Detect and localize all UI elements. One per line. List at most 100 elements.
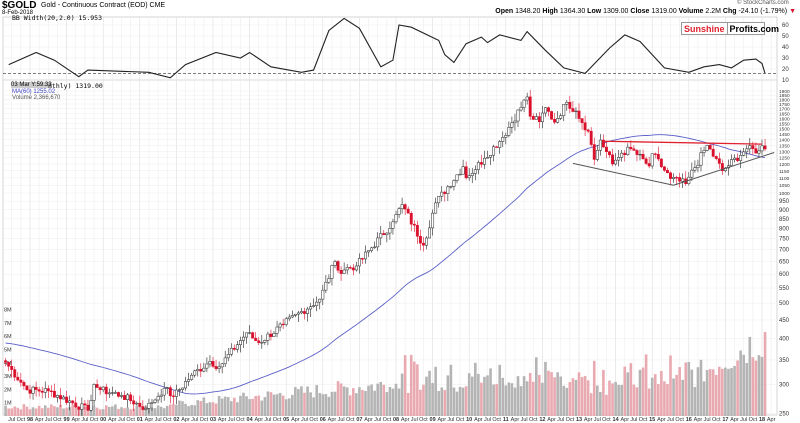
price-tick-label: 1350 bbox=[779, 143, 790, 149]
candle-body bbox=[745, 148, 749, 153]
x-tick-label: Oct bbox=[90, 417, 99, 423]
volume-bar bbox=[187, 406, 190, 416]
candle-body bbox=[153, 399, 157, 403]
candle-body bbox=[650, 153, 654, 167]
volume-bar bbox=[434, 366, 437, 416]
candle-body bbox=[43, 388, 47, 393]
candle-body bbox=[641, 153, 645, 160]
bb-tick-label: 40 bbox=[782, 45, 789, 51]
candle-body bbox=[437, 195, 441, 204]
x-tick-label: Apr bbox=[291, 417, 300, 423]
candle-body bbox=[391, 221, 395, 229]
candle-body bbox=[626, 146, 630, 156]
candle-body bbox=[327, 278, 331, 283]
candle-body bbox=[269, 333, 273, 337]
candle-body bbox=[672, 177, 675, 179]
candle-body bbox=[217, 366, 221, 369]
volume-bar bbox=[660, 371, 663, 416]
volume-bar bbox=[306, 386, 309, 416]
candle-body bbox=[196, 369, 200, 372]
candle-body bbox=[364, 251, 367, 260]
volume-bar bbox=[422, 384, 425, 416]
candle-body bbox=[266, 333, 270, 341]
x-tick-label: Oct bbox=[529, 417, 538, 423]
candle-body bbox=[77, 406, 81, 410]
candle-body bbox=[388, 228, 392, 234]
candle-body bbox=[71, 400, 75, 404]
candle-body bbox=[242, 336, 245, 341]
candle-body bbox=[583, 122, 587, 131]
volume-bar bbox=[98, 409, 102, 416]
candle-body bbox=[537, 116, 541, 123]
x-tick-label: Apr bbox=[35, 417, 44, 423]
candle-body bbox=[74, 402, 78, 408]
candle-body bbox=[632, 148, 636, 151]
x-tick-label: Oct bbox=[17, 417, 26, 423]
volume-bar bbox=[318, 393, 322, 416]
candle-body bbox=[699, 152, 703, 166]
sunshine-profits-logo: Sunshine Profits.com bbox=[681, 22, 779, 35]
volume-bar bbox=[361, 390, 364, 416]
candle-body bbox=[300, 311, 303, 314]
candle-body bbox=[422, 242, 425, 246]
candle-body bbox=[223, 357, 227, 365]
candle-body bbox=[28, 389, 32, 394]
x-tick-label: Jul bbox=[264, 417, 271, 423]
price-panel-frame bbox=[2, 79, 778, 416]
candle-body bbox=[281, 323, 285, 326]
x-tick-label: Apr bbox=[511, 417, 520, 423]
candle-body bbox=[418, 236, 422, 244]
volume-bar bbox=[708, 369, 712, 416]
volume-bar bbox=[101, 409, 105, 416]
candle-body bbox=[339, 270, 343, 274]
volume-bar bbox=[138, 404, 142, 416]
volume-bar bbox=[672, 378, 675, 416]
candle-body bbox=[324, 281, 328, 291]
candle-body bbox=[504, 135, 508, 138]
candle-body bbox=[92, 384, 96, 401]
candle-body bbox=[321, 289, 325, 300]
volume-bar bbox=[43, 405, 47, 416]
volume-bar bbox=[226, 397, 230, 416]
x-tick-label: Oct bbox=[456, 417, 465, 423]
candle-body bbox=[245, 332, 249, 338]
candle-body bbox=[296, 312, 300, 315]
volume-bar bbox=[635, 387, 639, 416]
x-tick-label: 07 bbox=[356, 417, 362, 423]
volume-bar bbox=[65, 407, 68, 416]
volume-bar bbox=[239, 395, 242, 416]
candle-body bbox=[449, 186, 453, 188]
x-tick-label: Apr bbox=[474, 417, 483, 423]
volume-bar bbox=[535, 357, 538, 416]
volume-bar bbox=[53, 406, 56, 416]
chg-value: -24.10 (-1.79%) bbox=[738, 8, 788, 15]
candle-body bbox=[544, 107, 547, 114]
volume-bar bbox=[592, 360, 596, 416]
x-tick-label: Jul bbox=[45, 417, 52, 423]
candle-body bbox=[123, 395, 126, 400]
quote-bar: Open 1348.20 High 1364.30 Low 1309.00 Cl… bbox=[495, 8, 796, 15]
candle-body bbox=[470, 173, 474, 176]
x-tick-label: Oct bbox=[383, 417, 392, 423]
volume-bar bbox=[400, 373, 404, 416]
volume-bar bbox=[336, 381, 340, 416]
candle-body bbox=[251, 332, 255, 339]
candle-body bbox=[107, 392, 111, 395]
bb-width-legend: BB Width(20,2.0) 15.953 bbox=[12, 14, 103, 22]
candle-body bbox=[205, 363, 209, 369]
volume-bar bbox=[56, 407, 59, 416]
candle-body bbox=[357, 258, 361, 267]
candle-body bbox=[638, 153, 642, 156]
volume-bar bbox=[586, 380, 590, 416]
volume-value: 2.2M bbox=[705, 8, 721, 15]
volume-bar bbox=[614, 381, 617, 416]
candle-body bbox=[452, 180, 456, 187]
volume-bar bbox=[547, 370, 550, 416]
volume-bar bbox=[501, 377, 505, 416]
candle-body bbox=[577, 110, 581, 119]
candle-body bbox=[181, 387, 184, 390]
volume-bar bbox=[364, 390, 367, 416]
candle-body bbox=[394, 214, 398, 223]
volume-bar bbox=[611, 383, 614, 416]
x-tick-label: 98 bbox=[27, 417, 33, 423]
